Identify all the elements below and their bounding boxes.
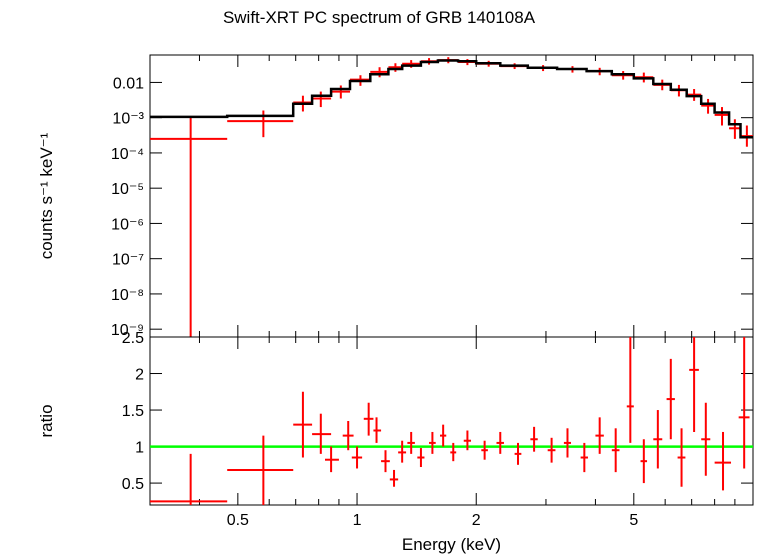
spectrum-model-line <box>150 59 753 139</box>
spectrum-ytick-label: 10⁻⁵ <box>111 181 144 198</box>
ratio-ylabel: ratio <box>37 404 56 437</box>
ratio-ytick-label: 1.5 <box>122 403 144 420</box>
spectrum-ytick-label: 10⁻⁸ <box>111 287 144 304</box>
spectrum-ytick-label: 0.01 <box>113 75 144 92</box>
spectrum-panel-frame <box>149 54 754 338</box>
xtick-label: 0.5 <box>227 512 249 529</box>
ratio-ytick-label: 1 <box>135 440 144 457</box>
spectrum-ytick-label: 10⁻⁷ <box>112 252 144 269</box>
ratio-ytick-label: 2 <box>135 367 144 384</box>
spectrum-ytick-label: 10⁻⁶ <box>111 216 144 233</box>
x-axis-label: Energy (keV) <box>402 535 501 554</box>
spectrum-ytick-label: 10⁻⁴ <box>111 146 144 163</box>
xtick-label: 2 <box>472 512 481 529</box>
spectrum-ytick-label: 10⁻³ <box>112 111 144 128</box>
chart-title: Swift-XRT PC spectrum of GRB 140108A <box>222 8 536 27</box>
ratio-ytick-label: 2.5 <box>122 330 144 347</box>
ratio-panel-frame <box>149 336 754 506</box>
spectrum-ylabel: counts s⁻¹ keV⁻¹ <box>37 132 56 259</box>
xtick-label: 5 <box>629 512 638 529</box>
spectrum-ytick-label: 10⁻⁹ <box>111 322 144 339</box>
ratio-ytick-label: 0.5 <box>122 476 144 493</box>
xtick-label: 1 <box>353 512 362 529</box>
